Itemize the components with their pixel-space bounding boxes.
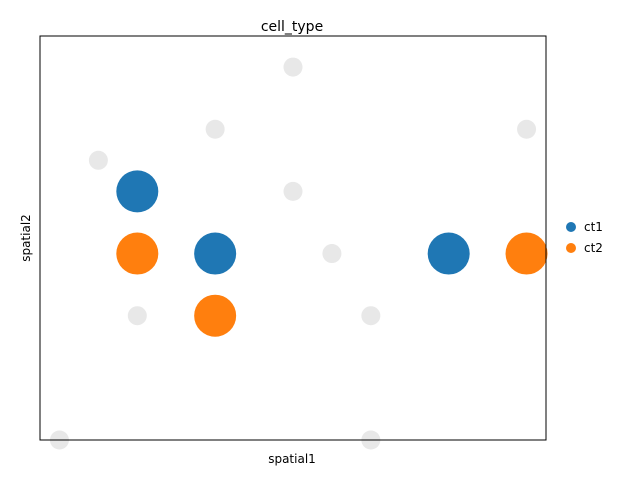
series-points bbox=[116, 170, 548, 337]
point-ct2-1 bbox=[194, 294, 237, 337]
background-point-2 bbox=[517, 119, 537, 139]
point-ct1-1 bbox=[194, 232, 237, 275]
background-point-4 bbox=[283, 181, 303, 201]
background-point-5 bbox=[322, 244, 342, 264]
background-point-6 bbox=[127, 306, 147, 326]
point-ct2-2 bbox=[505, 232, 548, 275]
legend-label-ct1: ct1 bbox=[584, 220, 603, 234]
chart-title: cell_type bbox=[261, 19, 323, 35]
legend-label-ct2: ct2 bbox=[584, 241, 603, 255]
x-axis-label: spatial1 bbox=[268, 452, 316, 466]
background-point-3 bbox=[88, 150, 108, 170]
point-ct1-0 bbox=[116, 170, 159, 213]
legend-marker-ct2 bbox=[566, 243, 576, 253]
y-axis-label: spatial2 bbox=[19, 214, 33, 262]
background-point-0 bbox=[283, 57, 303, 77]
point-ct1-2 bbox=[427, 232, 470, 275]
legend: ct1 ct2 bbox=[566, 220, 603, 255]
background-point-1 bbox=[205, 119, 225, 139]
point-ct2-0 bbox=[116, 232, 159, 275]
background-point-7 bbox=[361, 306, 381, 326]
plot-frame bbox=[39, 35, 547, 441]
legend-marker-ct1 bbox=[566, 222, 576, 232]
